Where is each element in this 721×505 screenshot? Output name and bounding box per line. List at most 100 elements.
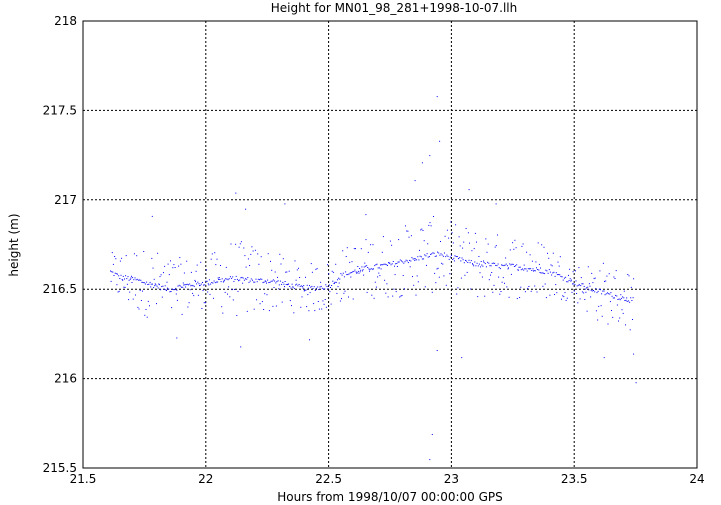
data-point: [186, 260, 188, 262]
data-point: [582, 283, 584, 285]
data-point: [127, 276, 129, 278]
data-point: [424, 286, 426, 288]
data-point: [175, 293, 177, 295]
data-point: [385, 292, 387, 294]
data-point: [174, 267, 176, 268]
data-point: [596, 292, 598, 294]
data-point: [605, 293, 607, 295]
data-point: [468, 259, 470, 261]
data-point: [229, 296, 231, 298]
data-point: [306, 284, 308, 286]
data-point: [236, 278, 238, 280]
data-point: [246, 278, 248, 280]
data-point: [279, 280, 281, 282]
data-point: [462, 259, 464, 261]
data-point: [202, 290, 204, 292]
data-point: [132, 298, 134, 300]
data-point: [417, 281, 419, 283]
data-point: [247, 277, 249, 278]
chart-title: Height for MN01_98_281+1998-10-07.llh: [271, 1, 517, 15]
data-point: [255, 278, 257, 280]
data-point: [174, 289, 175, 291]
data-point: [511, 263, 513, 265]
data-point: [125, 255, 127, 257]
data-point: [464, 274, 466, 276]
data-point: [554, 294, 555, 295]
data-point: [534, 270, 536, 272]
data-point: [481, 264, 483, 266]
data-point: [590, 296, 592, 298]
data-point: [243, 247, 245, 249]
data-point: [182, 282, 184, 284]
data-point: [620, 297, 622, 299]
data-point: [110, 280, 112, 282]
data-point: [418, 259, 420, 261]
data-point: [548, 269, 550, 271]
data-point: [309, 285, 310, 287]
data-point: [484, 295, 486, 297]
data-point: [515, 265, 516, 267]
data-point: [306, 306, 308, 308]
data-point: [529, 254, 531, 256]
data-point: [461, 257, 463, 259]
data-point: [573, 283, 575, 285]
data-point: [289, 286, 291, 287]
data-point: [311, 285, 313, 287]
data-point: [175, 287, 177, 289]
data-point: [531, 260, 533, 262]
data-point: [571, 291, 573, 293]
outlier-point: [431, 434, 433, 435]
data-point: [298, 284, 300, 285]
data-point: [551, 274, 553, 276]
data-point: [442, 255, 444, 257]
data-point: [275, 305, 277, 307]
data-point: [242, 282, 244, 284]
data-point: [467, 262, 469, 263]
data-point: [373, 297, 375, 299]
data-point: [199, 285, 200, 287]
data-point: [491, 272, 493, 273]
data-point: [282, 281, 284, 283]
data-point: [407, 230, 409, 232]
data-point: [203, 284, 205, 286]
data-point: [430, 225, 432, 227]
outlier-point: [439, 140, 441, 142]
data-point: [563, 277, 565, 279]
data-point: [380, 268, 382, 270]
data-point: [215, 264, 217, 266]
data-point: [396, 263, 398, 264]
data-point: [622, 312, 624, 314]
outlier-point: [436, 350, 438, 351]
data-point: [250, 253, 252, 255]
data-point: [367, 251, 369, 253]
data-point: [470, 260, 472, 262]
data-point: [526, 251, 528, 253]
data-point: [533, 270, 535, 272]
data-point: [151, 283, 153, 285]
data-point: [627, 274, 629, 275]
data-point: [581, 283, 583, 285]
data-point: [545, 269, 547, 271]
data-point: [137, 279, 139, 281]
data-point: [526, 270, 528, 272]
data-point: [545, 297, 547, 299]
x-tick-label: 22.5: [315, 472, 342, 486]
data-point: [206, 269, 207, 271]
data-point: [351, 261, 353, 263]
data-point: [441, 262, 443, 264]
data-point: [629, 329, 631, 331]
y-tick-label: 216: [54, 372, 77, 386]
data-point: [471, 250, 473, 252]
data-point: [168, 274, 170, 276]
data-point: [369, 269, 371, 271]
data-point: [268, 310, 270, 312]
data-point: [504, 282, 505, 284]
data-point: [455, 256, 457, 257]
data-point: [129, 278, 131, 280]
data-point: [473, 265, 475, 267]
data-point: [326, 286, 328, 287]
data-point: [516, 298, 518, 300]
data-point: [153, 287, 155, 289]
data-point: [387, 296, 389, 298]
data-point: [492, 262, 494, 264]
